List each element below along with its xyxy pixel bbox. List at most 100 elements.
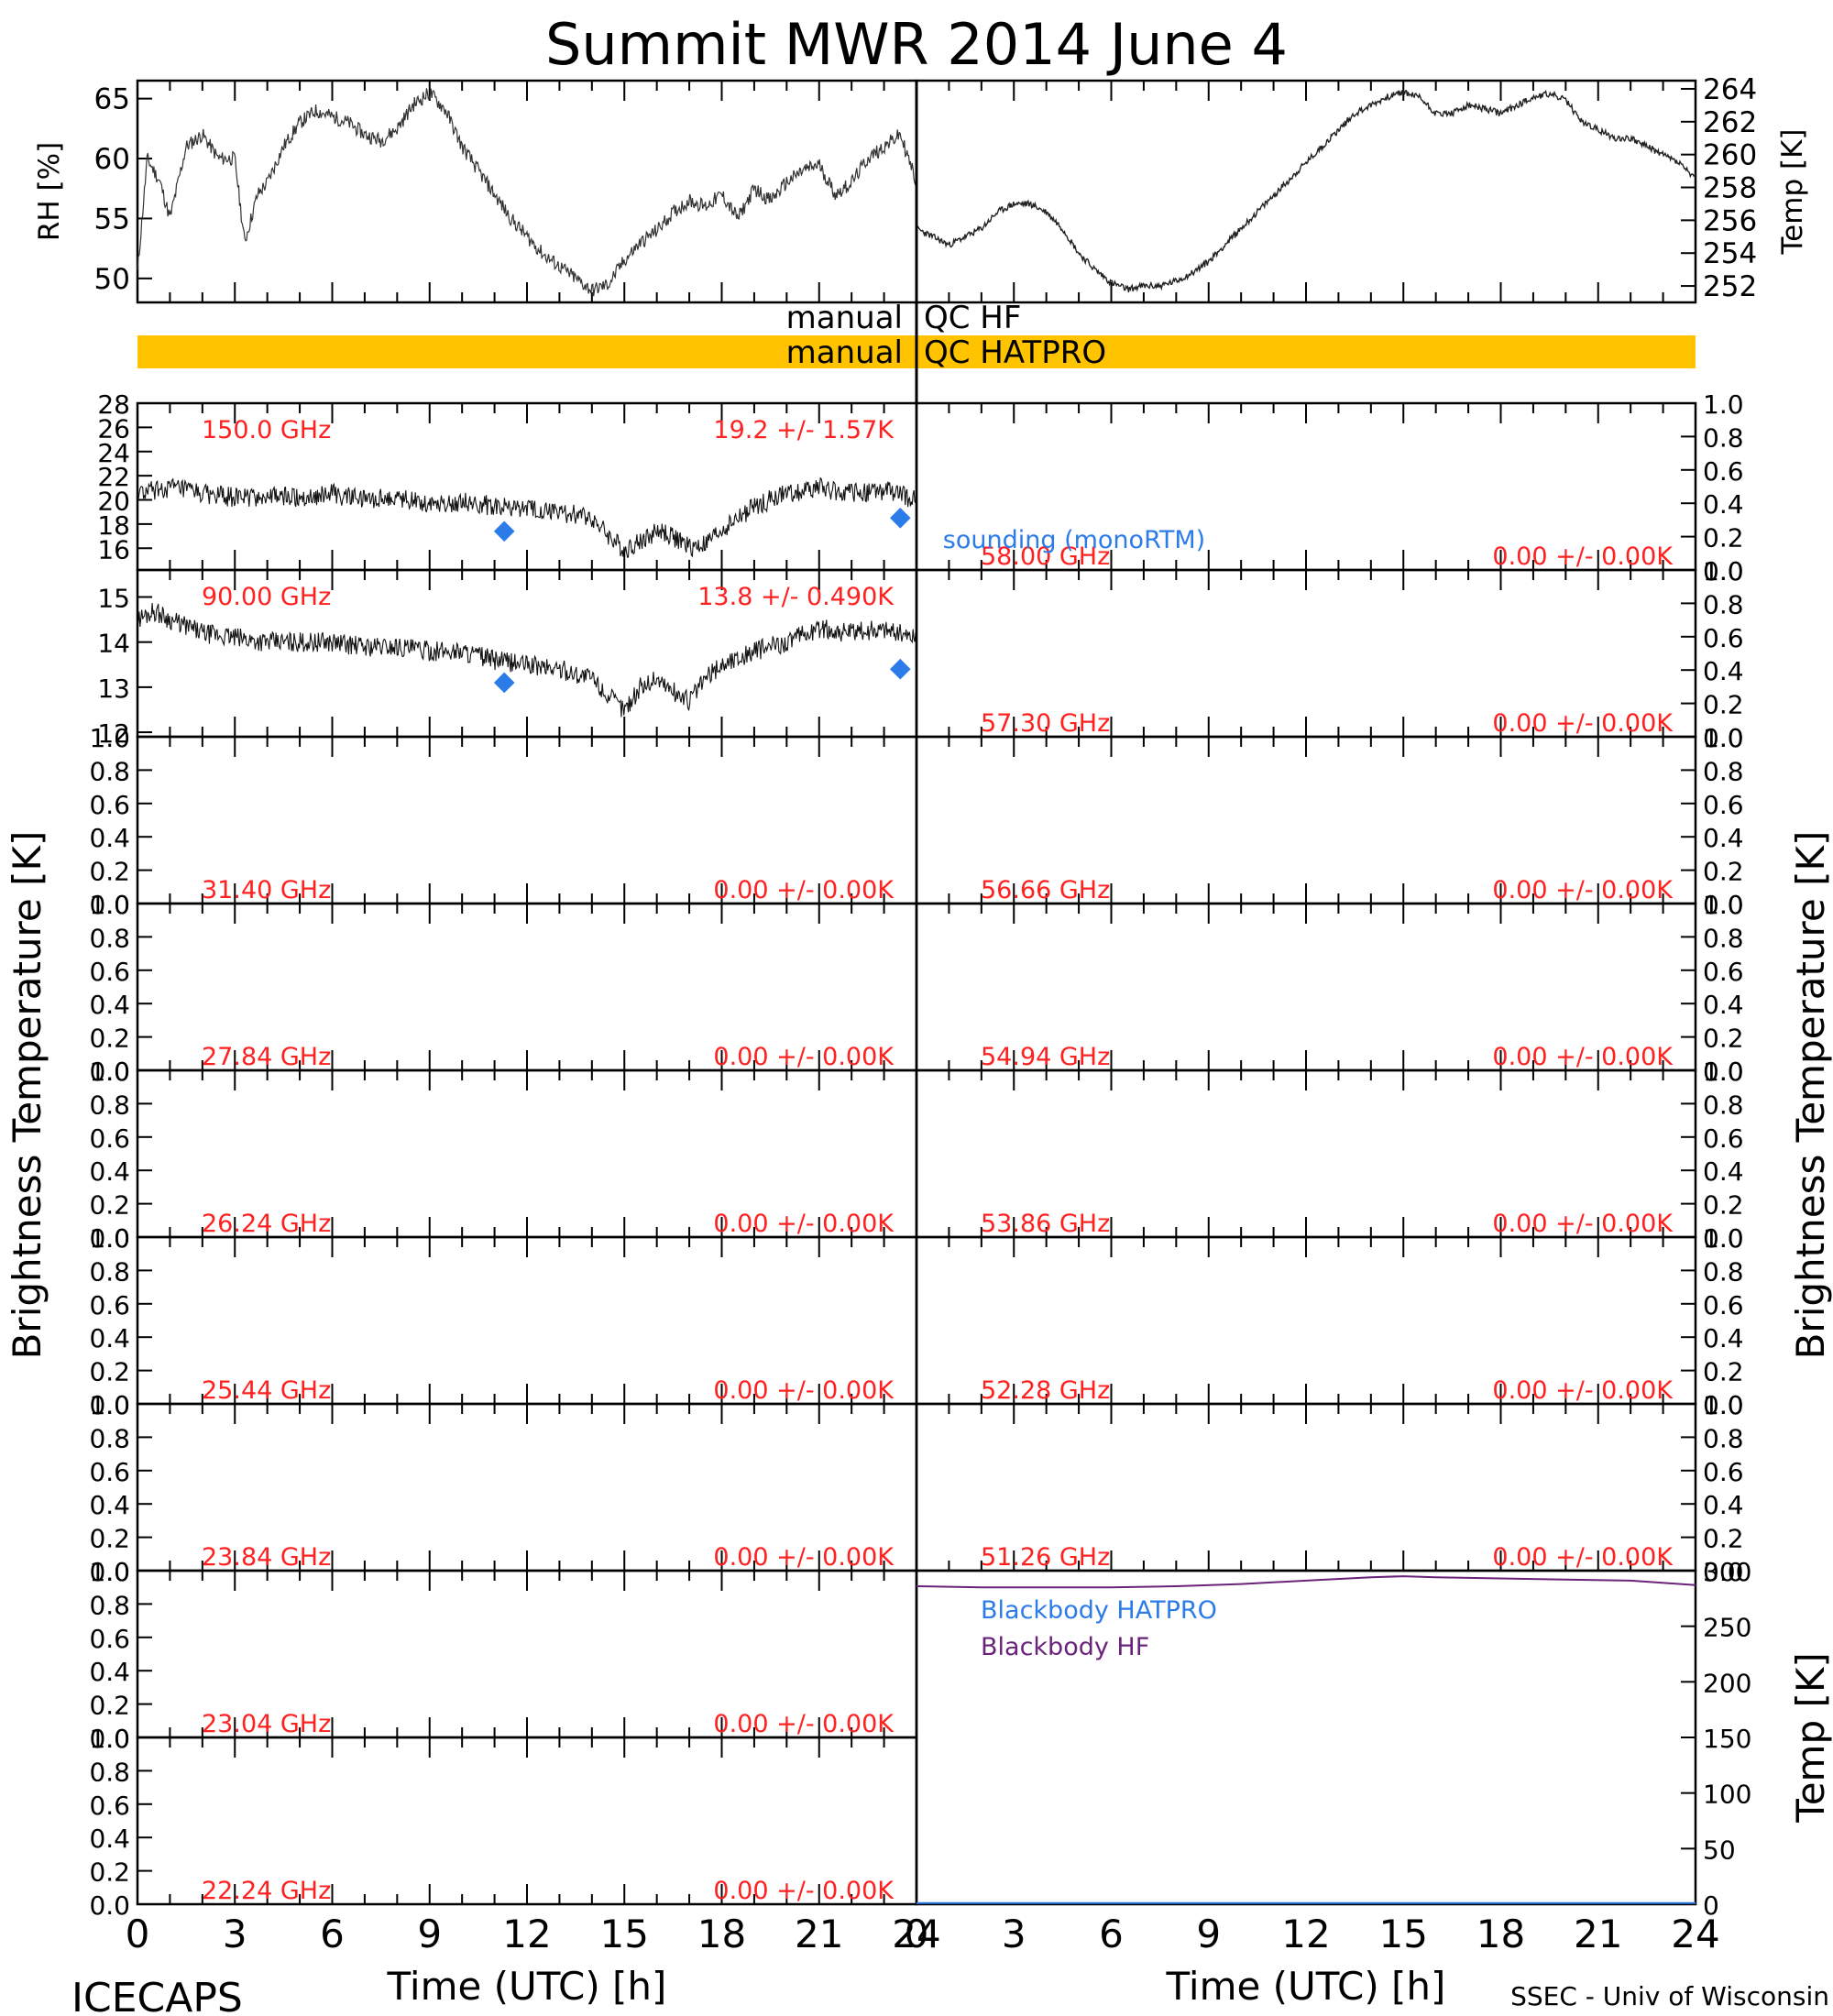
qc-hf-right-label: QC HF: [924, 300, 1021, 336]
ch-150-label: 150.0 GHz: [202, 416, 331, 444]
ch-51.26-ytick-label: 0.4: [1703, 1490, 1744, 1520]
blackbody-ytick-label: 50: [1703, 1835, 1736, 1865]
ch-57.30-ytick-label: 0.0: [1703, 723, 1744, 753]
ch-23.84-ytick-label: 0.4: [89, 1490, 130, 1520]
ch-90-ytick-label: 15: [97, 584, 130, 614]
x-tick-label-left: 0: [126, 1912, 150, 1956]
temp-axis-label: Temp [K]: [1776, 129, 1809, 256]
ch-31.40-ytick-label: 0.4: [89, 823, 130, 853]
ch-90-sounding-point: [889, 658, 911, 680]
ch-57.30-label: 57.30 GHz: [981, 709, 1110, 738]
ch-23.04-ytick-label: 0.4: [89, 1657, 130, 1687]
ch-25.44-ytick-label: 0.0: [89, 1390, 130, 1420]
ch-23.84-ytick-label: 0.6: [89, 1457, 130, 1487]
ch-26.24-ytick-label: 0.8: [89, 1090, 130, 1120]
qc-hf-left-label: manual: [786, 300, 903, 336]
blackbody-ytick-label: 0: [1703, 1890, 1719, 1921]
ch-150-sounding-point: [889, 507, 911, 529]
temp-ytick-label: 262: [1703, 106, 1757, 139]
footer-left: ICECAPS: [71, 1975, 243, 2016]
footer-right: SSEC - Univ of Wisconsin: [1510, 1981, 1829, 2011]
ch-90-ytick-label: 13: [97, 674, 130, 704]
right-axis-title: Brightness Temperature [K]: [1788, 831, 1833, 1360]
ch-51.26-ytick-label: 0.6: [1703, 1457, 1744, 1487]
ch-52.28-stats: 0.00 +/- 0.00K: [1492, 1376, 1674, 1405]
x-tick-label-right: 0: [905, 1912, 929, 1956]
ch-58.00-label: 58.00 GHz: [981, 542, 1110, 571]
ch-52.28-ytick-label: 0.2: [1703, 1357, 1744, 1387]
ch-26.24-ytick-label: 1.0: [89, 1057, 130, 1087]
ch-23.04-ytick-label: 0.2: [89, 1691, 130, 1721]
ch-57.30-ytick-label: 0.2: [1703, 690, 1744, 720]
ch-150-ytick-label: 24: [97, 438, 130, 468]
ch-54.94-stats: 0.00 +/- 0.00K: [1492, 1043, 1674, 1071]
ch-31.40-ytick-label: 0.2: [89, 857, 130, 887]
ch-27.84-label: 27.84 GHz: [202, 1043, 331, 1071]
rh-ytick-label: 65: [94, 83, 130, 116]
ch-22.24-ytick-label: 0.6: [89, 1791, 130, 1821]
ch-90-stats: 13.8 +/- 0.490K: [697, 583, 895, 611]
x-tick-label-right: 12: [1281, 1912, 1330, 1956]
ch-90-ytick-label: 14: [97, 629, 130, 659]
ch-26.24-ytick-label: 0.4: [89, 1156, 130, 1187]
ch-25.44-ytick-label: 0.6: [89, 1290, 130, 1320]
ch-53.86-ytick-label: 1.0: [1703, 1057, 1744, 1087]
ch-22.24-ytick-label: 0.8: [89, 1757, 130, 1787]
ch-56.66-ytick-label: 0.6: [1703, 790, 1744, 820]
ch-23.84-ytick-label: 0.0: [89, 1557, 130, 1587]
ch-27.84-ytick-label: 0.6: [89, 957, 130, 987]
ch-150-ytick-label: 28: [97, 389, 130, 420]
x-tick-label-left: 9: [417, 1912, 442, 1956]
x-tick-label-right: 6: [1099, 1912, 1124, 1956]
ch-90-ytick-label: 12: [97, 718, 130, 749]
ch-31.40-ytick-label: 0.6: [89, 790, 130, 820]
temp-ytick-label: 254: [1703, 237, 1757, 270]
rh-ytick-label: 60: [94, 143, 130, 176]
ch-22.24-ytick-label: 0.0: [89, 1890, 130, 1921]
ch-56.66-ytick-label: 0.2: [1703, 857, 1744, 887]
x-tick-label-left: 12: [502, 1912, 551, 1956]
ch-51.26-ytick-label: 0.2: [1703, 1524, 1744, 1554]
qc-hatpro-left-label: manual: [786, 334, 903, 371]
ch-53.86-ytick-label: 0.2: [1703, 1190, 1744, 1221]
blackbody-ytick-label: 150: [1703, 1724, 1751, 1754]
x-tick-label-right: 24: [1671, 1912, 1719, 1956]
ch-31.40-ytick-label: 0.8: [89, 756, 130, 786]
ch-150-ytick-label: 22: [97, 462, 130, 492]
ch-23.04-ytick-label: 0.8: [89, 1590, 130, 1620]
ch-22.24-ytick-label: 0.2: [89, 1857, 130, 1888]
ch-56.66-ytick-label: 1.0: [1703, 723, 1744, 753]
ch-54.94-ytick-label: 0.8: [1703, 923, 1744, 953]
x-tick-label-right: 15: [1379, 1912, 1428, 1956]
blackbody-hf-label: Blackbody HF: [981, 1633, 1149, 1661]
ch-56.66-ytick-label: 0.8: [1703, 756, 1744, 786]
ch-57.30-stats: 0.00 +/- 0.00K: [1492, 709, 1674, 738]
ch-25.44-stats: 0.00 +/- 0.00K: [713, 1376, 895, 1405]
ch-51.26-ytick-label: 0.8: [1703, 1423, 1744, 1453]
ch-27.84-stats: 0.00 +/- 0.00K: [713, 1043, 895, 1071]
ch-150-ytick-label: 18: [97, 510, 130, 541]
ch-58.00-ytick-label: 0.2: [1703, 523, 1744, 553]
ch-51.26-label: 51.26 GHz: [981, 1543, 1110, 1572]
ch-150-sounding-point: [493, 520, 515, 542]
ch-54.94-label: 54.94 GHz: [981, 1043, 1110, 1071]
ch-23.04-stats: 0.00 +/- 0.00K: [713, 1710, 895, 1738]
ch-31.40-label: 31.40 GHz: [202, 876, 331, 904]
left-axis-title: Brightness Temperature [K]: [5, 831, 49, 1360]
x-tick-label-left: 18: [697, 1912, 746, 1956]
ch-56.66-label: 56.66 GHz: [981, 876, 1110, 904]
ch-27.84-ytick-label: 0.8: [89, 923, 130, 953]
ch-23.04-ytick-label: 0.0: [89, 1724, 130, 1754]
ch-57.30-ytick-label: 0.8: [1703, 589, 1744, 619]
ch-56.66-ytick-label: 0.0: [1703, 890, 1744, 920]
x-tick-label-right: 18: [1476, 1912, 1525, 1956]
ch-150-series-line: [137, 477, 917, 558]
ch-150-ytick-label: 20: [97, 487, 130, 517]
ch-52.28-ytick-label: 0.4: [1703, 1323, 1744, 1353]
ch-25.44-ytick-label: 0.8: [89, 1256, 130, 1287]
blackbody-ytick-label: 300: [1703, 1557, 1751, 1587]
ch-56.66-stats: 0.00 +/- 0.00K: [1492, 876, 1674, 904]
ch-27.84-ytick-label: 1.0: [89, 890, 130, 920]
ch-58.00-ytick-label: 1.0: [1703, 389, 1744, 420]
